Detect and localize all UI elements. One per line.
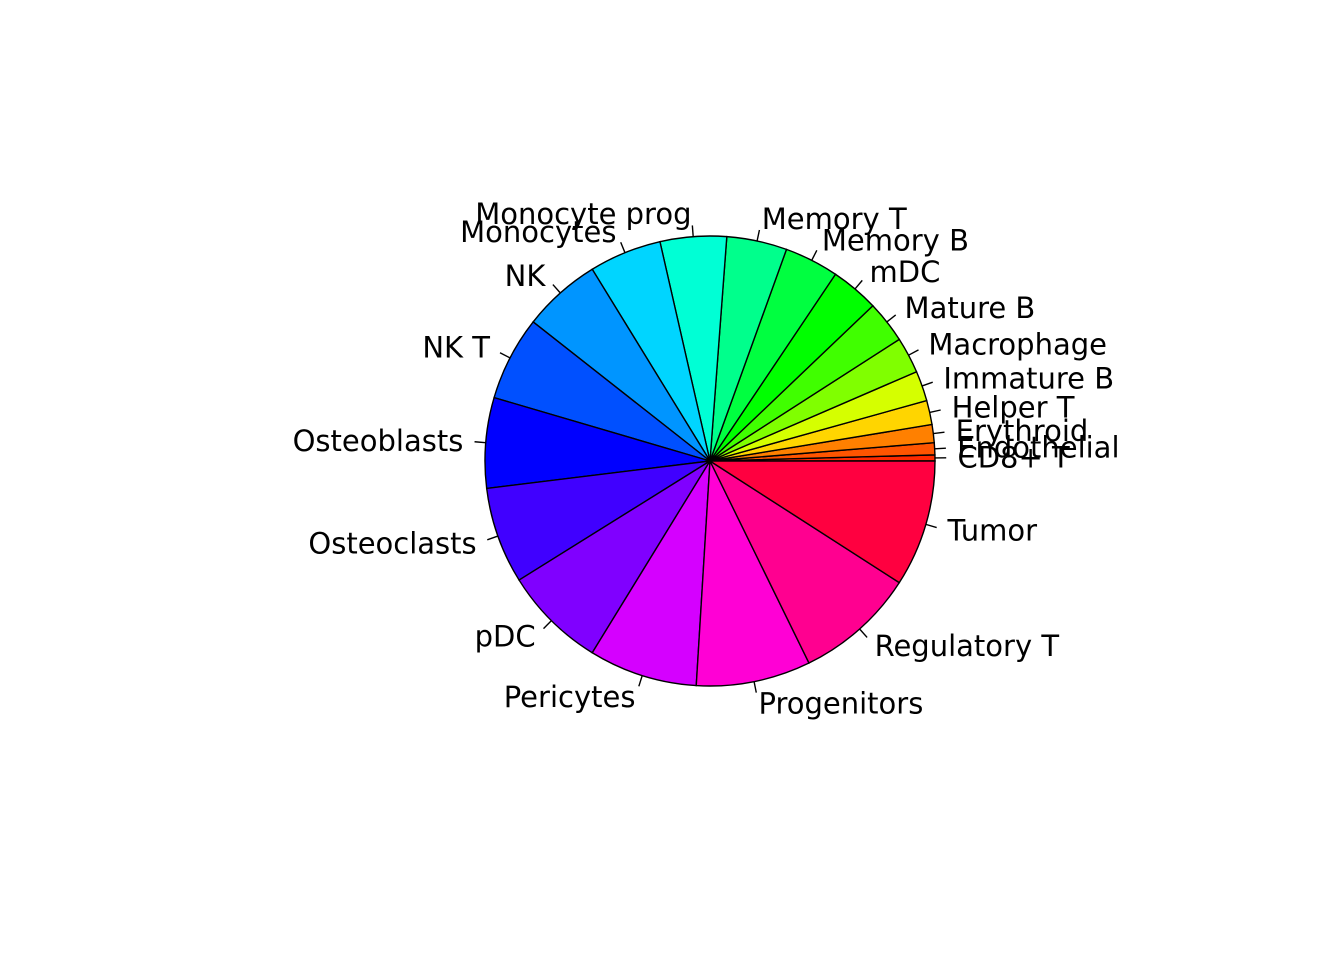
label-tick-osteoblasts bbox=[474, 441, 486, 444]
slice-label-monocytes: Monocytes bbox=[460, 215, 616, 249]
slice-label-osteoclasts: Osteoclasts bbox=[308, 527, 476, 561]
label-tick-erythroid bbox=[933, 431, 945, 435]
label-tick-memory-t bbox=[756, 229, 761, 242]
slice-label-endothelial: Endothelial bbox=[957, 431, 1119, 465]
slice-label-helper-t: Helper T bbox=[952, 391, 1075, 425]
pie-slice-tumor bbox=[707, 460, 936, 584]
slice-label-nk-t: NK T bbox=[422, 331, 490, 365]
pie-slice-pdc bbox=[518, 460, 711, 654]
label-tick-monocyte-prog bbox=[691, 225, 694, 237]
pie-slice-pericytes bbox=[591, 460, 711, 687]
slice-label-mdc: mDC bbox=[870, 255, 941, 289]
pie-slices bbox=[484, 235, 936, 687]
slice-label-nk: NK bbox=[505, 259, 547, 293]
label-tick-pdc bbox=[543, 620, 552, 630]
label-tick-helper-t bbox=[929, 409, 941, 414]
slice-label-monocyte-prog: Monocyte prog bbox=[475, 197, 691, 231]
label-tick-osteoclasts bbox=[487, 535, 499, 541]
slice-label-progenitors: Progenitors bbox=[758, 687, 923, 721]
slice-label-memory-b: Memory B bbox=[822, 223, 969, 257]
label-tick-nk bbox=[552, 284, 561, 294]
label-tick-memory-b bbox=[811, 249, 818, 261]
label-tick-progenitors bbox=[753, 681, 757, 693]
label-tick-immature-b bbox=[921, 381, 933, 387]
slice-label-macrophage: Macrophage bbox=[928, 328, 1107, 362]
label-tick-regulatory-t bbox=[859, 628, 868, 638]
slice-label-erythroid: Erythroid bbox=[956, 414, 1089, 448]
label-tick-nk-t bbox=[499, 352, 511, 359]
slice-label-regulatory-t: Regulatory T bbox=[875, 629, 1060, 663]
slice-label-tumor: Tumor bbox=[946, 514, 1037, 548]
slice-label-osteoblasts: Osteoblasts bbox=[293, 424, 464, 458]
label-tick-endothelial bbox=[934, 447, 946, 450]
slice-label-immature-b: Immature B bbox=[943, 361, 1114, 395]
label-tick-tumor bbox=[925, 523, 937, 529]
label-tick-mdc bbox=[854, 279, 863, 290]
label-tick-macrophage bbox=[908, 349, 919, 356]
label-tick-pericytes bbox=[638, 675, 643, 687]
slice-label-cd8-t: CD8+ T bbox=[957, 441, 1070, 475]
slice-label-pdc: pDC bbox=[475, 620, 536, 654]
slice-label-pericytes: Pericytes bbox=[504, 680, 636, 714]
label-tick-monocytes bbox=[620, 242, 626, 253]
label-tick-mature-b bbox=[886, 314, 897, 323]
slice-label-mature-b: Mature B bbox=[905, 291, 1036, 325]
slice-label-memory-t: Memory T bbox=[762, 202, 907, 236]
label-ticks bbox=[474, 225, 947, 693]
